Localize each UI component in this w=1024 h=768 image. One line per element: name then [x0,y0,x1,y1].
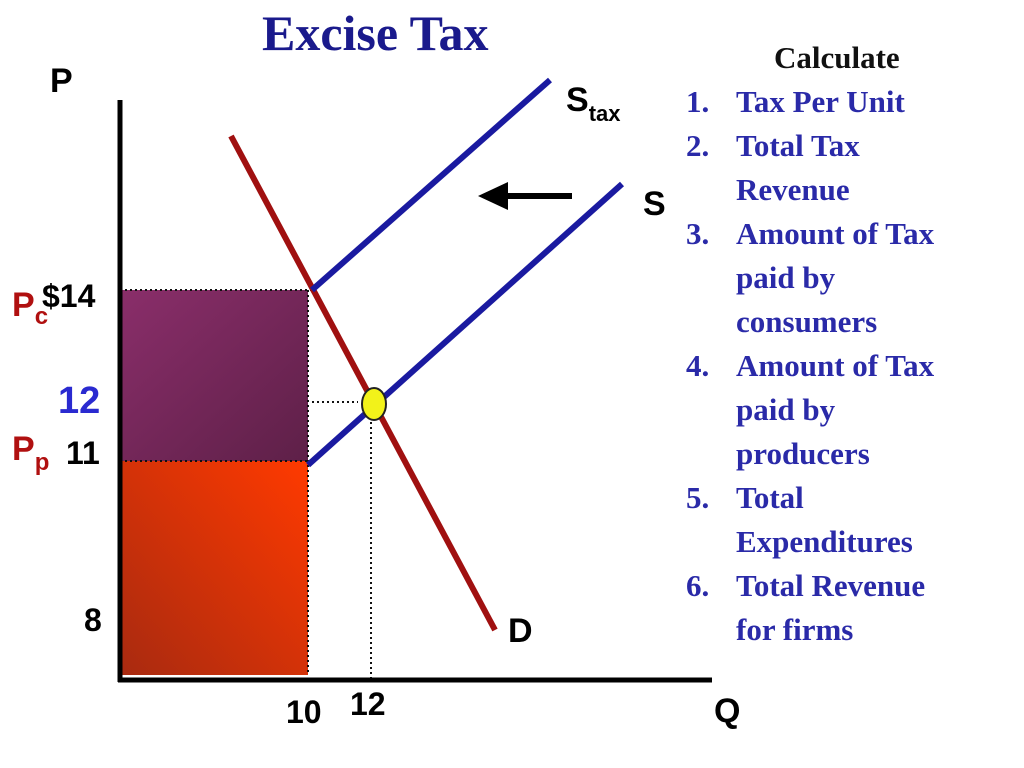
calculate-item-text: paid by [736,392,836,427]
calculate-item-text: Total [736,480,804,515]
price-14-label: $14 [42,278,96,314]
calculate-list: 1. Tax Per Unit 2. Total Tax Revenue 3. Amount… [682,80,1012,652]
slide-title: Excise Tax [262,5,489,61]
calculate-item: 6. Total Revenue for firms [682,564,1012,652]
calculate-item-number: 3. [686,216,710,251]
d-label: D [508,612,533,650]
s-label: S [643,185,666,223]
calculate-item-text: paid by [736,260,836,295]
calculate-item-text: Expenditures [736,524,913,559]
calculate-item-number: 4. [686,348,710,383]
calculate-item-text: for firms [736,612,854,647]
calculate-item-text: Amount of Tax [736,216,935,251]
p-axis-label: P [50,62,73,100]
calculate-item: 2. Total Tax Revenue [682,124,1012,212]
supply-tax-curve [310,77,552,293]
calculate-item-text: producers [736,436,870,471]
demand-curve [228,134,498,632]
producer-revenue-area [120,461,308,675]
calculate-item-text: consumers [736,304,878,339]
pc-label: Pc [12,286,48,330]
shift-arrow-head [478,182,508,210]
consumer-tax-area [120,290,308,461]
calculate-heading: Calculate [774,40,900,75]
q-12-label: 12 [350,686,386,722]
calculate-item-number: 1. [686,84,710,119]
pp-label: Pp [12,430,49,476]
calculate-item-number: 2. [686,128,710,163]
calculate-item: 4. Amount of Tax paid by producers [682,344,1012,476]
price-11-label: 11 [66,435,100,471]
equilibrium-marker [361,387,387,421]
calculate-panel: Calculate 1. Tax Per Unit 2. Total Tax Reven… [682,36,1012,652]
calculate-item-number: 5. [686,480,710,515]
price-8-label: 8 [84,602,102,638]
s-tax-label: Stax [566,81,621,126]
calculate-item: 5. Total Expenditures [682,476,1012,564]
q-10-label: 10 [286,694,322,730]
calculate-item: 1. Tax Per Unit [682,80,1012,124]
calculate-item: 3. Amount of Tax paid by consumers [682,212,1012,344]
calculate-item-text: Total Tax [736,128,860,163]
calculate-item-number: 6. [686,568,710,603]
calculate-item-text: Amount of Tax [736,348,935,383]
calculate-item-text: Tax Per Unit [736,84,905,119]
supply-curve [305,181,625,468]
price-12-label: 12 [58,380,100,422]
calculate-item-text: Revenue [736,172,850,207]
calculate-item-text: Total Revenue [736,568,926,603]
q-axis-label: Q [714,692,740,730]
